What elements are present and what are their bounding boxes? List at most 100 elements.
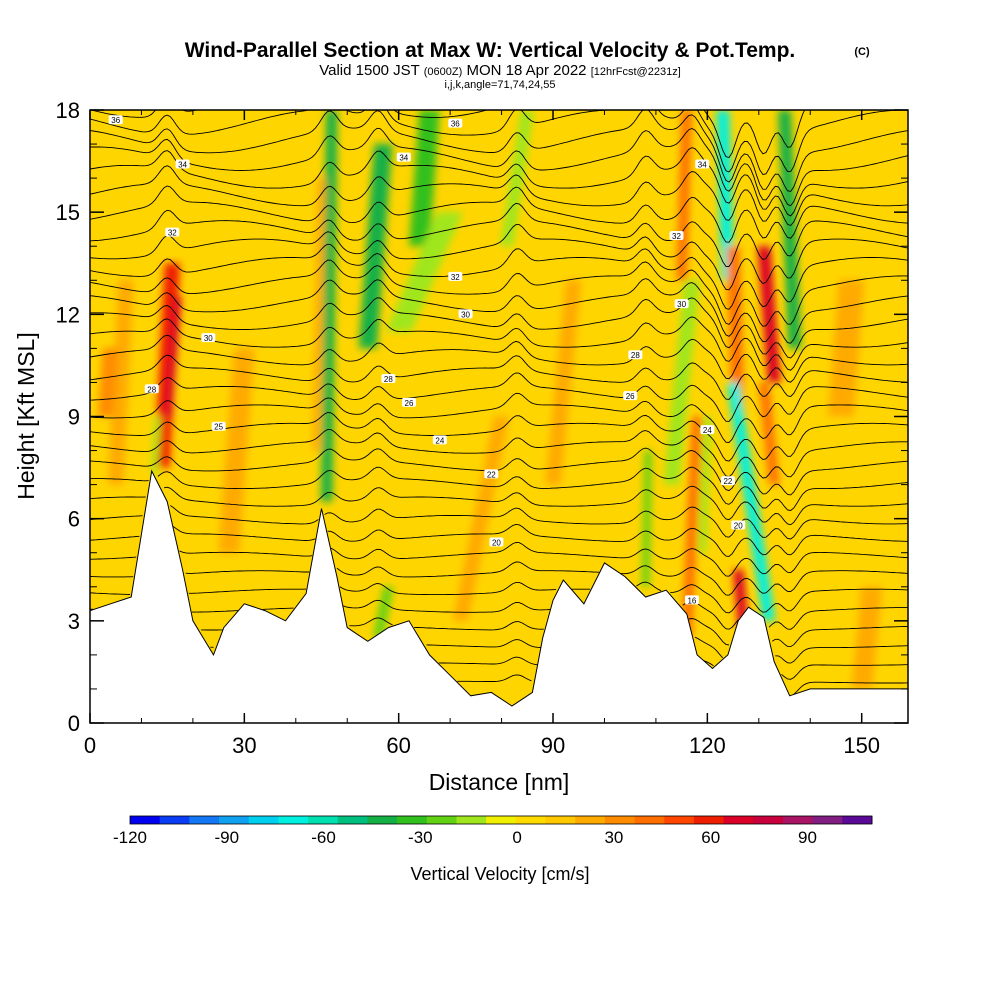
x-tick-label: 150 — [843, 733, 880, 758]
theta-contour-lines — [90, 110, 908, 695]
colorbar-tick-label: -30 — [408, 828, 433, 847]
velocity-plume — [500, 110, 534, 247]
colorbar-swatch — [308, 816, 339, 824]
theta-contour-label: 22 — [720, 476, 735, 486]
theta-contour — [90, 110, 806, 159]
theta-contour — [457, 674, 908, 695]
theta-contour — [90, 147, 908, 217]
colorbar-swatch — [159, 816, 190, 824]
velocity-plume — [716, 110, 735, 281]
colorbar-swatch — [189, 816, 220, 824]
svg-text:32: 32 — [672, 232, 681, 241]
theta-contour-label: 30 — [201, 333, 216, 343]
theta-contour-label: 22 — [484, 469, 499, 479]
theta-contour — [90, 110, 908, 176]
velocity-plume — [545, 280, 582, 485]
y-tick-label: 12 — [56, 302, 80, 327]
colorbar-tick-label: 90 — [798, 828, 817, 847]
theta-contour-label: 20 — [731, 520, 746, 530]
colorbar-swatch — [604, 816, 636, 824]
velocity-plume — [163, 297, 182, 417]
title-suffix: (C) — [854, 46, 870, 58]
theta-contour — [201, 617, 908, 648]
theta-contour — [90, 202, 908, 267]
velocity-plume — [726, 246, 745, 417]
svg-text:26: 26 — [626, 392, 635, 401]
theta-contour — [90, 354, 908, 400]
theta-contour — [90, 599, 908, 630]
theta-contour — [210, 636, 908, 664]
svg-text:32: 32 — [451, 273, 460, 282]
velocity-plume — [372, 586, 394, 638]
y-tick-label: 9 — [68, 405, 80, 430]
colorbar-swatch — [693, 816, 725, 824]
title-subtitle: Valid 1500 JST (0600Z) MON 18 Apr 2022 [… — [319, 62, 681, 79]
svg-text:20: 20 — [492, 539, 501, 548]
theta-contour-label: 26 — [623, 391, 638, 401]
theta-contour — [90, 485, 908, 526]
theta-contour — [90, 523, 908, 557]
x-tick-label: 30 — [232, 733, 256, 758]
theta-contour-label: 30 — [458, 309, 473, 319]
theta-contour — [90, 127, 908, 207]
theta-contour-label: 24 — [700, 425, 715, 435]
theta-contour-label: 28 — [381, 374, 396, 384]
x-tick-label: 90 — [541, 733, 565, 758]
theta-contour — [90, 185, 908, 243]
svg-text:30: 30 — [677, 300, 686, 309]
svg-text:26: 26 — [405, 399, 414, 408]
svg-text:30: 30 — [461, 310, 470, 319]
y-tick-label: 3 — [68, 609, 80, 634]
colorbar-swatch — [664, 816, 695, 824]
colorbar-tick-label: -60 — [311, 828, 336, 847]
colorbar-swatch — [545, 816, 576, 824]
velocity-plume — [408, 110, 440, 247]
theta-contour-label: 36 — [448, 118, 463, 129]
theta-contour — [90, 392, 908, 443]
colorbar-swatch — [337, 816, 368, 824]
colorbar-frame — [129, 815, 873, 825]
theta-contour-label: 34 — [396, 152, 411, 163]
y-tick-label: 0 — [68, 711, 80, 736]
theta-contour-label: 16 — [684, 595, 699, 605]
theta-contour-label: 28 — [628, 350, 643, 360]
theta-contour — [90, 447, 908, 496]
theta-contour — [90, 165, 908, 227]
theta-contour — [90, 561, 908, 596]
theta-contour-label: 32 — [165, 227, 180, 238]
colorbar-swatch — [397, 816, 428, 824]
colorbar-swatch — [575, 816, 606, 824]
velocity-plume — [663, 280, 700, 485]
terrain-mask — [90, 469, 908, 723]
svg-text:30: 30 — [204, 334, 213, 343]
svg-text:36: 36 — [451, 120, 460, 129]
x-axis-label: Distance [nm] — [429, 769, 570, 795]
theta-contour-label: 34 — [695, 159, 710, 169]
velocity-plume — [681, 416, 703, 638]
velocity-plume — [851, 586, 883, 689]
theta-contour-label: 30 — [674, 299, 689, 309]
svg-text:16: 16 — [687, 596, 696, 605]
velocity-plume — [385, 212, 463, 332]
y-tick-label: 15 — [56, 200, 80, 225]
colorbar-swatch — [219, 816, 250, 824]
colorbar-tick-label: -90 — [214, 828, 239, 847]
theta-contour-label: 32 — [669, 231, 684, 241]
x-tick-label: 60 — [386, 733, 410, 758]
svg-text:28: 28 — [631, 351, 640, 360]
theta-contour — [90, 541, 908, 577]
svg-text:22: 22 — [723, 477, 732, 486]
y-axis-label: Height [Kft MSL] — [13, 332, 39, 499]
theta-contour-label: 26 — [401, 397, 416, 408]
theta-contour-label: 20 — [489, 537, 504, 548]
theta-contour-label: 34 — [175, 159, 190, 169]
svg-text:28: 28 — [147, 385, 156, 394]
colorbar-title: Vertical Velocity [cm/s] — [410, 864, 589, 884]
svg-text:32: 32 — [168, 229, 177, 238]
x-axis: 0 30 60 90 120 150 — [84, 110, 880, 758]
theta-contour-label: 32 — [448, 271, 463, 282]
velocity-plume — [757, 246, 781, 383]
svg-text:34: 34 — [399, 154, 408, 163]
velocity-plume — [726, 382, 776, 621]
colorbar-tick-label: 60 — [701, 828, 720, 847]
